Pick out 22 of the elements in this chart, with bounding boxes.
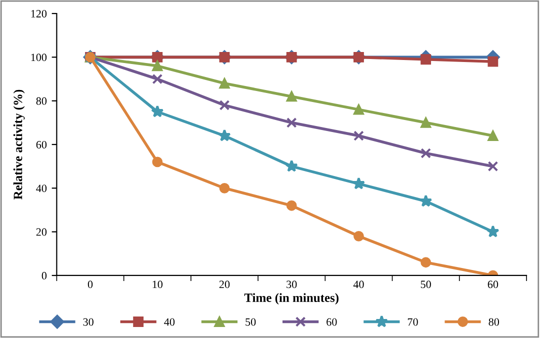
legend-label: 40 xyxy=(164,318,175,326)
x-axis-title: Time (in minutes) xyxy=(244,293,339,305)
y-tick-label: 20 xyxy=(36,228,47,236)
x-tick-label: 50 xyxy=(420,280,431,288)
legend-label: 60 xyxy=(326,318,337,326)
legend-label: 30 xyxy=(83,318,94,326)
x-tick-label: 20 xyxy=(219,280,230,288)
x-tick-label: 10 xyxy=(152,280,163,288)
y-tick-label: 40 xyxy=(36,184,47,192)
y-axis-title: Relative activity (%) xyxy=(13,90,25,200)
y-tick-label: 120 xyxy=(31,10,47,18)
y-tick-label: 80 xyxy=(36,97,47,105)
y-tick-label: 100 xyxy=(31,54,47,62)
x-tick-label: 60 xyxy=(488,280,498,288)
x-tick-label: 30 xyxy=(286,280,297,288)
legend-label: 70 xyxy=(408,318,418,326)
x-tick-label: 0 xyxy=(88,280,93,288)
x-tick-label: 40 xyxy=(353,280,364,288)
legend-label: 50 xyxy=(246,318,256,326)
legend-label: 80 xyxy=(488,318,500,326)
y-tick-label: 0 xyxy=(42,272,47,280)
y-tick-label: 60 xyxy=(36,140,47,148)
